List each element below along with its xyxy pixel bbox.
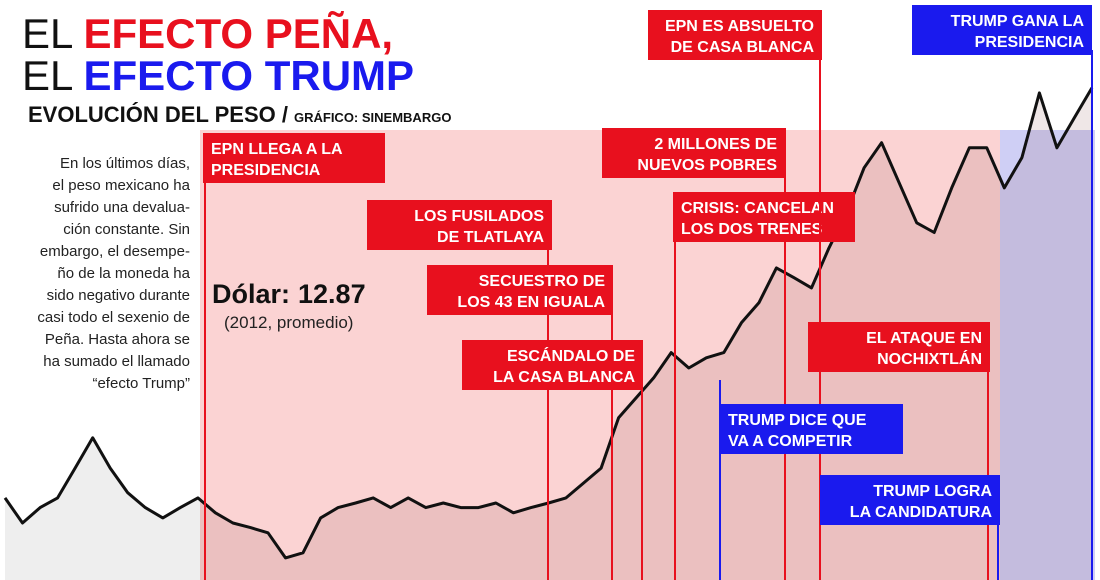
annotation-box [912,5,1092,55]
annotation-box [648,10,822,60]
callout-label: Dólar: [212,279,290,309]
title-line: EL EFECTO TRUMP [22,52,414,99]
annotation-text: DE CASA BLANCA [671,39,815,56]
callout: Dólar: 12.87 [212,279,366,309]
title-part: EL [22,10,83,57]
title-part: EL [22,52,83,99]
annotation-text: SECUESTRO DE [479,273,606,290]
body-line: sido negativo durante [47,287,190,304]
body-line: ha sumado el llamado [43,353,190,370]
annotation-text: 2 MILLONES DE [654,136,777,153]
annotation-box [462,340,643,390]
annotation-box [808,322,990,372]
annotation-text: PRESIDENCIA [975,34,1085,51]
annotation-text: LA CASA BLANCA [493,369,635,386]
trump-period [1000,130,1095,580]
body-line: embargo, el desempe- [40,243,190,260]
body-line: ción constante. Sin [63,221,190,238]
body-line: Peña. Hasta ahora se [45,331,190,348]
annotation-text: LA CANDIDATURA [850,504,993,521]
subtitle-text: EVOLUCIÓN DEL PESO / [28,102,288,127]
annotation-text: PRESIDENCIA [211,162,321,179]
annotations: EPN LLEGA A LA PRESIDENCIA LOS FUSILADOS DE… [203,5,1093,580]
title-line: EL EFECTO PEÑA, [22,10,393,57]
annotation-text: LOS FUSILADOS [414,208,544,225]
callout-note: (2012, promedio) [224,313,353,332]
annotation-text: EL ATAQUE EN [866,330,982,347]
body-text: En los últimos días, el peso mexicano ha s… [37,155,190,392]
annotation-box [820,475,1000,525]
annotation-text: TRUMP LOGRA [873,483,992,500]
callout-value: 12.87 [298,279,366,309]
annotation-box [673,192,855,242]
annotation-box [367,200,552,250]
title-part: EFECTO PEÑA, [83,10,393,57]
annotation-text: CRISIS: CANCELAN [681,200,834,217]
annotation-box [203,133,385,183]
annotation-text: LOS 43 EN IGUALA [457,294,605,311]
body-line: “efecto Trump” [92,375,190,392]
annotation-text: EPN LLEGA A LA [211,141,343,158]
area-left [5,437,200,580]
annotation-text: TRUMP DICE QUE [728,412,867,429]
annotation-box [720,404,903,454]
source: GRÁFICO: SINEMBARGO [294,110,451,125]
annotation-text: NOCHIXTLÁN [877,349,982,368]
body-line: casi todo el sexenio de [37,309,190,326]
subtitle: EVOLUCIÓN DEL PESO / GRÁFICO: SINEMBARGO [28,102,451,127]
annotation-text: ESCÁNDALO DE [507,346,635,365]
annotation-box [602,128,785,178]
annotation-text: NUEVOS POBRES [637,157,777,174]
annotation-text: EPN ES ABSUELTO [665,18,814,35]
body-line: En los últimos días, [60,155,190,172]
title-part: EFECTO TRUMP [83,52,414,99]
body-line: el peso mexicano ha [52,177,190,194]
annotation-text: VA A COMPETIR [728,433,853,450]
annotation-text: TRUMP GANA LA [951,13,1085,30]
area [200,87,1092,580]
annotation-text: LOS DOS TRENES [681,221,823,238]
annotation-box [427,265,613,315]
body-line: sufrido una devalua- [54,199,190,216]
annotation-text: DE TLATLAYA [437,229,544,246]
body-line: ño de la moneda ha [57,265,190,282]
